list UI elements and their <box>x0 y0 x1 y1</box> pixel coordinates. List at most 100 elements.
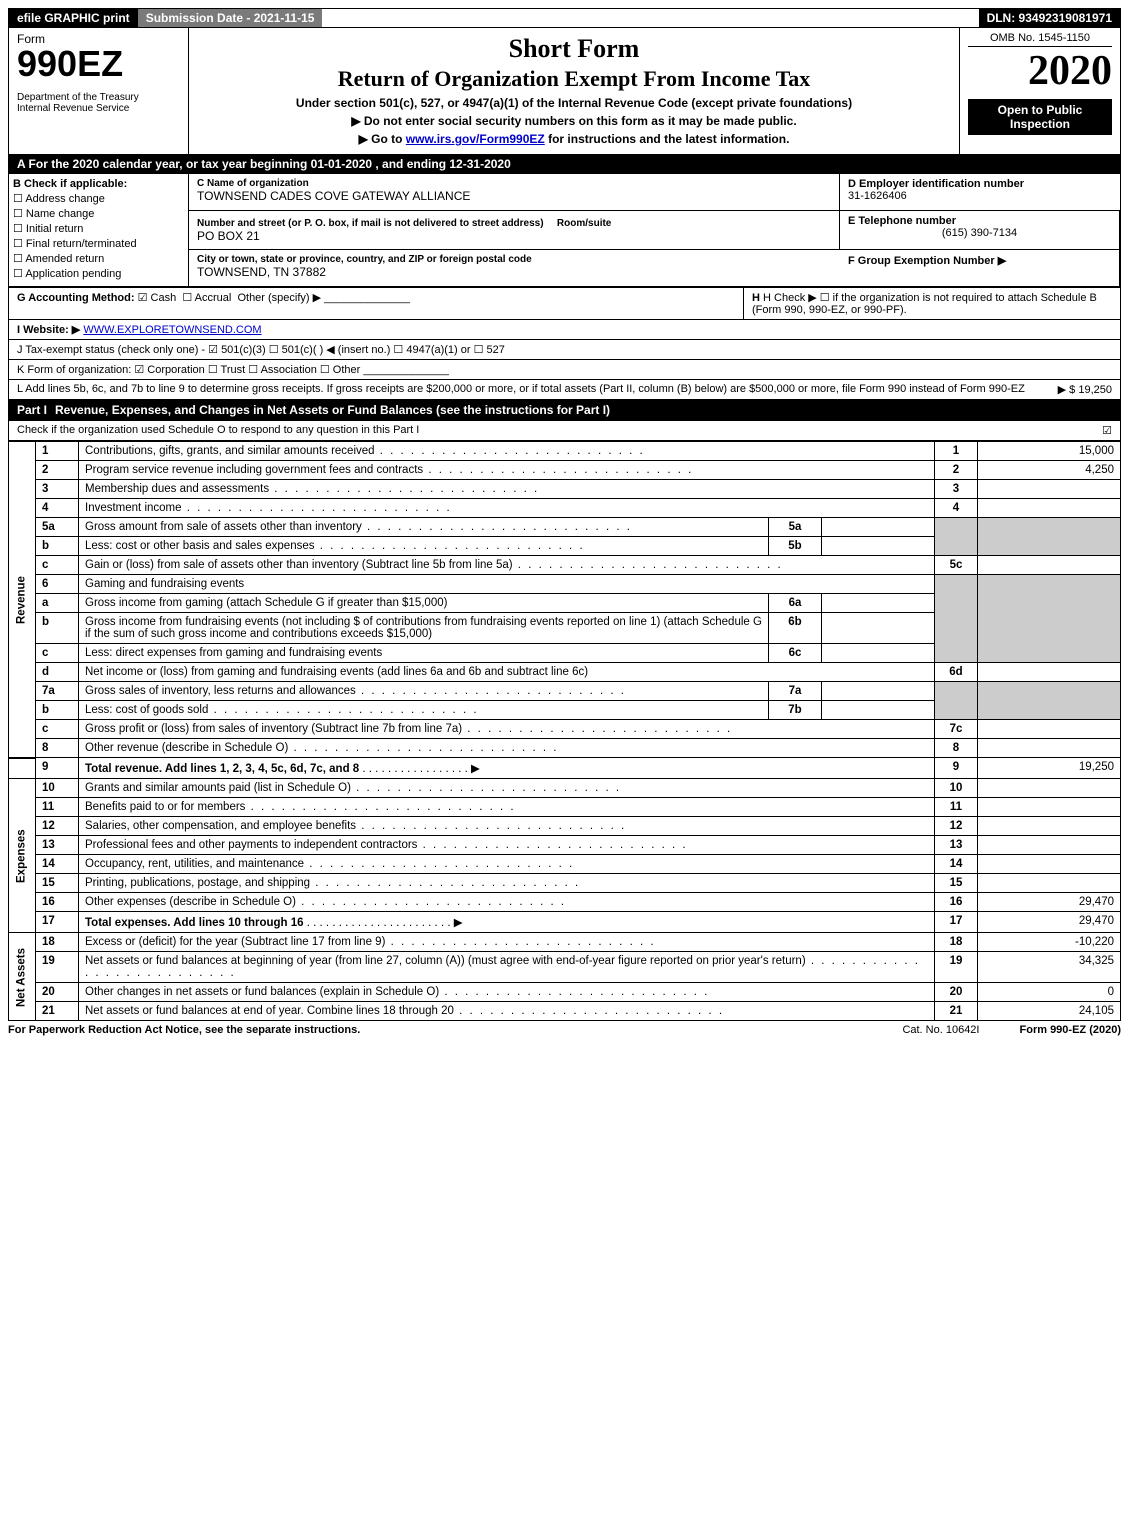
short-form-title: Short Form <box>197 34 951 64</box>
l14-amount <box>978 855 1121 874</box>
l1-r: 1 <box>935 442 978 461</box>
line-14: 14 Occupancy, rent, utilities, and maint… <box>9 855 1121 874</box>
warn2-post: for instructions and the latest informat… <box>545 132 790 146</box>
line-16: 16 Other expenses (describe in Schedule … <box>9 893 1121 912</box>
efile-label: efile GRAPHIC print <box>9 9 138 27</box>
cb-cash[interactable]: Cash <box>138 292 177 304</box>
website-link[interactable]: WWW.EXPLORETOWNSEND.COM <box>83 324 261 336</box>
l7a-desc: Gross sales of inventory, less returns a… <box>85 685 626 697</box>
cb-application-pending[interactable]: Application pending <box>13 267 184 280</box>
section-l: L Add lines 5b, 6c, and 7b to line 9 to … <box>8 380 1121 400</box>
form-number: 990EZ <box>17 46 180 82</box>
l16-desc: Other expenses (describe in Schedule O) <box>85 896 566 908</box>
line-19: 19 Net assets or fund balances at beginn… <box>9 952 1121 983</box>
footer-right: Form 990-EZ (2020) <box>1020 1024 1122 1036</box>
phone-block: E Telephone number (615) 390-7134 <box>840 211 1120 251</box>
form-id-block: Form 990EZ Department of the Treasury In… <box>9 28 189 154</box>
l4-num: 4 <box>36 499 79 518</box>
l4-desc: Investment income <box>85 502 452 514</box>
l5c-num: c <box>36 556 79 575</box>
l5c-desc: Gain or (loss) from sale of assets other… <box>85 559 783 571</box>
address-block: Number and street (or P. O. box, if mail… <box>189 211 840 251</box>
line-18: Net Assets 18 Excess or (deficit) for th… <box>9 933 1121 952</box>
line-5c: c Gain or (loss) from sale of assets oth… <box>9 556 1121 575</box>
l3-amount <box>978 480 1121 499</box>
l6c-num: c <box>36 644 79 663</box>
l17-amount: 29,470 <box>978 912 1121 933</box>
part1-checkbox[interactable]: ☑ <box>1102 424 1112 437</box>
section-h: H H Check ▶ ☐ if the organization is not… <box>744 288 1120 319</box>
l8-r: 8 <box>935 739 978 758</box>
h-text: H Check ▶ ☐ if the organization is not r… <box>752 292 1097 316</box>
line-20: 20 Other changes in net assets or fund b… <box>9 983 1121 1002</box>
l11-desc: Benefits paid to or for members <box>85 801 516 813</box>
ein-label: D Employer identification number <box>848 178 1112 190</box>
line-2: 2 Program service revenue including gove… <box>9 461 1121 480</box>
l6b-num: b <box>36 613 79 644</box>
line-3: 3 Membership dues and assessments 3 <box>9 480 1121 499</box>
irs-link[interactable]: www.irs.gov/Form990EZ <box>406 132 545 146</box>
omb-number: OMB No. 1545-1150 <box>968 32 1112 47</box>
submission-date: Submission Date - 2021-11-15 <box>138 9 323 27</box>
l20-amount: 0 <box>978 983 1121 1002</box>
l7b-desc: Less: cost of goods sold <box>85 704 479 716</box>
l12-r: 12 <box>935 817 978 836</box>
line-8: 8 Other revenue (describe in Schedule O)… <box>9 739 1121 758</box>
line-6d: d Net income or (loss) from gaming and f… <box>9 663 1121 682</box>
line-6: 6 Gaming and fundraising events <box>9 575 1121 594</box>
l12-num: 12 <box>36 817 79 836</box>
l6a-desc: Gross income from gaming (attach Schedul… <box>79 594 769 613</box>
l6d-r: 6d <box>935 663 978 682</box>
l11-amount <box>978 798 1121 817</box>
footer-mid: Cat. No. 10642I <box>902 1024 979 1036</box>
l12-amount <box>978 817 1121 836</box>
l18-amount: -10,220 <box>978 933 1121 952</box>
part1-label: Part I <box>17 403 55 417</box>
part1-check-note: Check if the organization used Schedule … <box>17 424 1102 437</box>
gh-row: G Accounting Method: Cash Accrual Other … <box>8 288 1121 320</box>
l7b-box: 7b <box>769 701 822 720</box>
l5a-box: 5a <box>769 518 822 537</box>
period-row: A For the 2020 calendar year, or tax yea… <box>8 155 1121 174</box>
addr-label: Number and street (or P. O. box, if mail… <box>197 218 544 229</box>
l14-r: 14 <box>935 855 978 874</box>
l20-num: 20 <box>36 983 79 1002</box>
j-text: J Tax-exempt status (check only one) - ☑… <box>17 344 505 356</box>
cb-amended-return[interactable]: Amended return <box>13 252 184 265</box>
cb-final-return[interactable]: Final return/terminated <box>13 237 184 250</box>
cb-name-change[interactable]: Name change <box>13 207 184 220</box>
section-j: J Tax-exempt status (check only one) - ☑… <box>8 340 1121 360</box>
l10-r: 10 <box>935 779 978 798</box>
main-title: Return of Organization Exempt From Incom… <box>197 66 951 92</box>
city-value: TOWNSEND, TN 37882 <box>197 265 832 279</box>
l5c-amount <box>978 556 1121 575</box>
top-bar: efile GRAPHIC print Submission Date - 20… <box>8 8 1121 28</box>
g-other: Other (specify) ▶ <box>237 292 321 304</box>
cb-initial-return[interactable]: Initial return <box>13 222 184 235</box>
l4-amount <box>978 499 1121 518</box>
l15-desc: Printing, publications, postage, and shi… <box>85 877 580 889</box>
room-label: Room/suite <box>557 218 611 229</box>
l10-desc: Grants and similar amounts paid (list in… <box>85 782 621 794</box>
cb-accrual[interactable]: Accrual <box>182 292 231 304</box>
line-15: 15 Printing, publications, postage, and … <box>9 874 1121 893</box>
l5a-num: 5a <box>36 518 79 537</box>
warn2-pre: ▶ Go to <box>359 132 406 146</box>
k-text: K Form of organization: ☑ Corporation ☐ … <box>17 364 360 376</box>
l21-amount: 24,105 <box>978 1002 1121 1021</box>
l9-amount: 19,250 <box>978 758 1121 779</box>
l21-num: 21 <box>36 1002 79 1021</box>
l5c-r: 5c <box>935 556 978 575</box>
line-13: 13 Professional fees and other payments … <box>9 836 1121 855</box>
cb-address-change[interactable]: Address change <box>13 192 184 205</box>
l3-num: 3 <box>36 480 79 499</box>
ein-value: 31-1626406 <box>848 190 1112 202</box>
l14-num: 14 <box>36 855 79 874</box>
l6d-num: d <box>36 663 79 682</box>
l1-num: 1 <box>36 442 79 461</box>
group-exemption-block: F Group Exemption Number ▶ <box>840 250 1120 287</box>
line-21: 21 Net assets or fund balances at end of… <box>9 1002 1121 1021</box>
l7c-desc: Gross profit or (loss) from sales of inv… <box>85 723 732 735</box>
l2-desc: Program service revenue including govern… <box>85 464 693 476</box>
tax-year: 2020 <box>968 47 1112 95</box>
